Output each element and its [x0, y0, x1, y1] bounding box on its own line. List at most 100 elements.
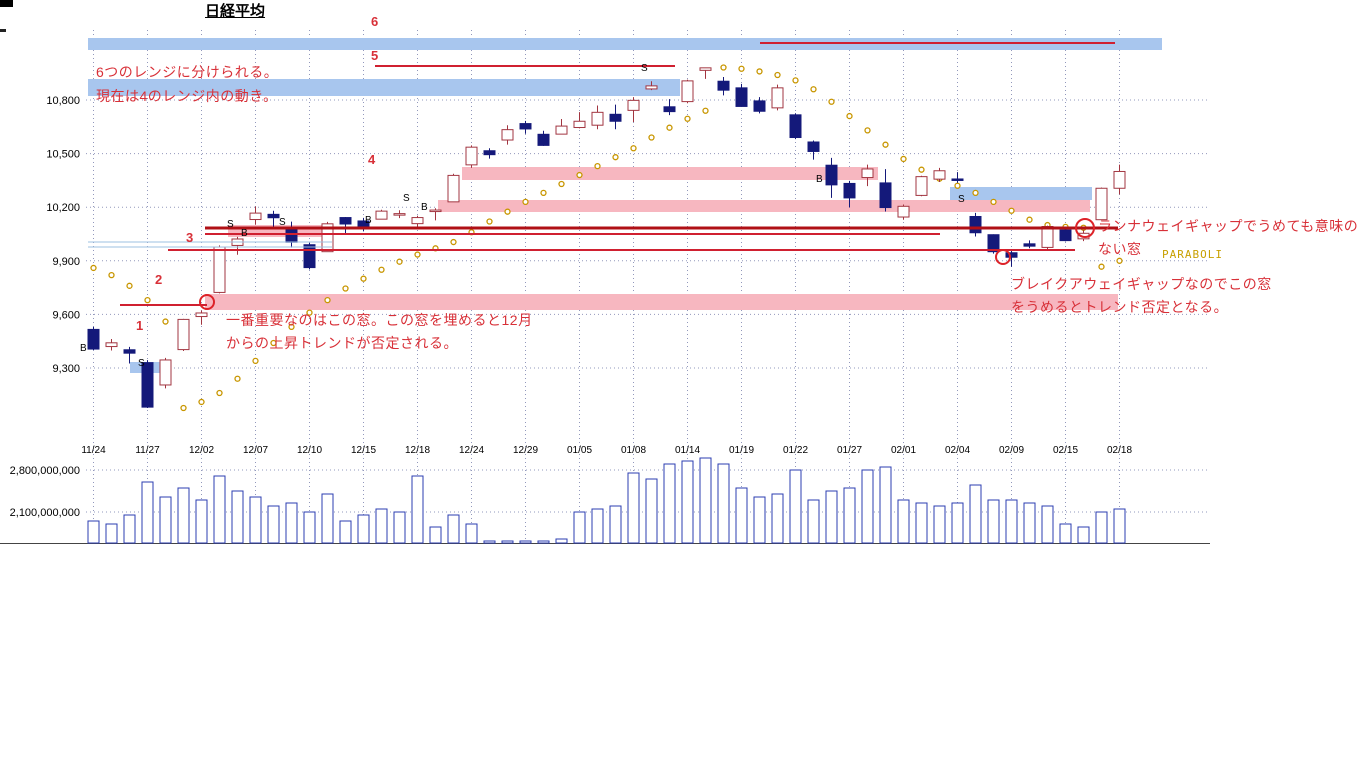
parabolic-sar-dot: [756, 68, 763, 75]
range-band[interactable]: [438, 200, 1090, 212]
candle-body: [429, 209, 442, 213]
parabolic-sar-dot: [306, 309, 313, 316]
date-axis-label: 02/15: [1053, 445, 1078, 456]
candle-body: [141, 362, 154, 408]
volume-bar: [411, 475, 424, 544]
parabolic-sar-dot: [738, 65, 745, 72]
parabolic-sar-dot: [702, 107, 709, 114]
volume-bar: [681, 460, 694, 544]
candle-body: [303, 244, 316, 269]
parabolic-sar-dot: [270, 339, 277, 347]
volume-bar: [771, 493, 784, 544]
range-band[interactable]: [205, 294, 1118, 310]
parabolic-sar-dot: [828, 98, 835, 105]
candle-body: [591, 111, 604, 126]
gap-circle[interactable]: [995, 249, 1011, 265]
volume-bar: [609, 505, 622, 544]
candle-body: [285, 229, 298, 243]
candle-body: [969, 215, 982, 234]
parabolic-sar-dot: [630, 145, 637, 152]
candle-body: [681, 80, 694, 103]
parabolic-sar-dot: [792, 77, 799, 84]
parabolic-sar-dot: [954, 182, 961, 189]
volume-bar: [213, 475, 226, 544]
candle-body: [1059, 229, 1072, 242]
range-band[interactable]: [462, 167, 878, 180]
candle-body: [321, 223, 334, 253]
range-band[interactable]: [950, 187, 1092, 200]
volume-bar: [861, 469, 874, 544]
gap-circle[interactable]: [1075, 218, 1095, 238]
range-band[interactable]: [88, 38, 1162, 50]
volume-bar: [1023, 502, 1036, 544]
date-axis-label: 12/07: [243, 445, 268, 456]
volume-bar: [285, 502, 298, 544]
date-axis-label: 01/22: [783, 445, 808, 456]
parabolic-sar-dot: [450, 238, 457, 246]
trade-signal-label: B: [241, 228, 248, 239]
candle-body: [411, 217, 424, 225]
volume-bar: [555, 538, 568, 544]
volume-bar: [1077, 526, 1090, 544]
candle-body: [393, 213, 406, 216]
candle-body: [627, 99, 640, 111]
date-axis-label: 12/18: [405, 445, 430, 456]
price-axis-label: 10,500: [46, 149, 80, 161]
range-band[interactable]: [88, 79, 680, 96]
parabolic-sar-dot: [612, 154, 619, 161]
volume-bar: [1005, 499, 1018, 544]
candle-body: [753, 100, 766, 112]
trade-signal-label: B: [421, 202, 428, 213]
candle-body: [825, 164, 838, 186]
parabolic-sar-dot: [288, 323, 295, 331]
parabolic-sar-dot: [144, 296, 151, 304]
volume-bar: [1041, 505, 1054, 544]
trade-signal-label: S: [138, 358, 145, 369]
candle-body: [717, 80, 730, 91]
date-axis-label: 01/27: [837, 445, 862, 456]
parabolic-sar-dot: [540, 189, 547, 197]
candle-body: [375, 210, 388, 220]
volume-bar: [915, 502, 928, 544]
candle-body: [87, 328, 100, 350]
volume-bar: [321, 493, 334, 544]
volume-bar: [807, 499, 820, 544]
price-axis-label: 9,600: [52, 309, 80, 321]
volume-bar: [789, 469, 802, 544]
candle-body: [123, 349, 136, 354]
parabolic-sar-dot: [180, 404, 187, 412]
price-axis-label: 9,300: [52, 363, 80, 375]
volume-bar: [483, 540, 496, 544]
volume-bar: [573, 511, 586, 544]
gap-circle[interactable]: [199, 294, 215, 310]
parabolic-sar-dot: [126, 282, 133, 289]
parabolic-sar-dot: [396, 258, 403, 265]
parabolic-sar-dot: [576, 171, 583, 179]
parabolic-sar-dot: [666, 124, 673, 131]
candle-body: [1113, 170, 1126, 189]
volume-bar: [339, 520, 352, 544]
window-corner-mark: [0, 0, 13, 7]
candle-body: [951, 178, 964, 181]
candle-body: [1095, 187, 1108, 221]
parabolic-sar-dot: [378, 266, 385, 273]
candle-body: [555, 125, 568, 135]
volume-bar: [933, 505, 946, 544]
date-axis-label: 01/19: [729, 445, 754, 456]
parabolic-sar-dot: [864, 127, 871, 134]
parabolic-sar-dot: [882, 141, 889, 148]
parabolic-sar-dot: [558, 180, 565, 188]
trade-signal-label: S: [958, 194, 965, 205]
volume-bar: [735, 487, 748, 544]
candle-body: [465, 146, 478, 166]
candle-body: [735, 87, 748, 107]
volume-bar: [843, 487, 856, 544]
volume-bar: [159, 496, 172, 544]
candle-body: [861, 168, 874, 179]
date-axis-label: 11/24: [81, 445, 106, 456]
volume-axis-label: 2,100,000,000: [10, 507, 80, 519]
candle-body: [519, 123, 532, 130]
parabolic-sar-dot: [324, 296, 331, 304]
volume-bar: [501, 540, 514, 544]
